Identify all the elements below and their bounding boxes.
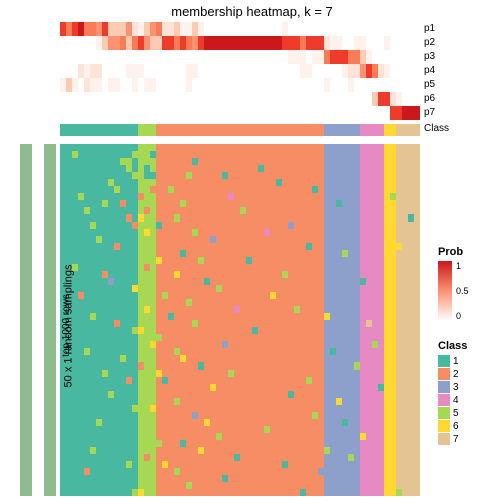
class-annotation-bar (60, 124, 420, 136)
ylabel-rows: top 1000 rows (61, 294, 72, 357)
chart-title: membership heatmap, k = 7 (171, 4, 333, 19)
legend-prob-title: Prob (438, 246, 498, 258)
sampling-sidebar (20, 144, 32, 496)
legend-prob-ticks: 10.50 (456, 261, 469, 321)
legend-class: Class 1234567 (438, 340, 498, 445)
class-bar-label: Class (424, 123, 449, 134)
prob-row-labels: p1p2p3p4p5p6p7 (424, 22, 435, 120)
legend-class-title: Class (438, 340, 498, 352)
rows-sidebar (44, 144, 56, 496)
main-heatmap (60, 144, 420, 496)
legend-class-items: 1234567 (438, 355, 498, 445)
legend-prob-gradient: 10.50 (438, 261, 452, 321)
prob-heatmap (60, 22, 420, 120)
legend-prob: Prob 10.50 (438, 246, 498, 321)
